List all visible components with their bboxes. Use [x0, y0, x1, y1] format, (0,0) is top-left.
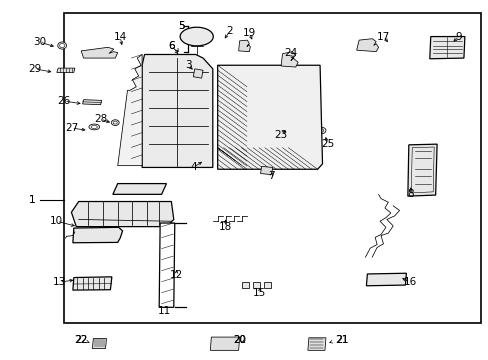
- Polygon shape: [210, 337, 239, 350]
- Polygon shape: [81, 47, 118, 58]
- Text: 22: 22: [75, 334, 87, 345]
- Text: 10: 10: [50, 216, 63, 226]
- Text: 1: 1: [29, 195, 36, 205]
- Ellipse shape: [80, 233, 85, 237]
- Ellipse shape: [106, 233, 111, 237]
- Polygon shape: [159, 223, 174, 307]
- Text: 15: 15: [252, 288, 265, 298]
- Ellipse shape: [371, 278, 375, 282]
- Polygon shape: [242, 282, 249, 288]
- Ellipse shape: [60, 43, 64, 48]
- Text: 5: 5: [178, 21, 184, 31]
- Polygon shape: [356, 39, 378, 51]
- Polygon shape: [238, 40, 250, 51]
- Text: 26: 26: [58, 96, 71, 106]
- Polygon shape: [73, 277, 112, 290]
- Text: 22: 22: [74, 334, 87, 345]
- Text: 21: 21: [335, 334, 347, 345]
- Text: 11: 11: [157, 306, 170, 316]
- Polygon shape: [57, 68, 75, 72]
- Text: 20: 20: [233, 334, 245, 345]
- Ellipse shape: [317, 127, 325, 134]
- Text: 16: 16: [403, 277, 416, 287]
- Text: 20: 20: [233, 334, 245, 345]
- Ellipse shape: [91, 125, 97, 129]
- Polygon shape: [429, 37, 464, 59]
- Polygon shape: [71, 202, 173, 226]
- Text: 24: 24: [284, 48, 297, 58]
- Ellipse shape: [221, 339, 224, 342]
- Polygon shape: [113, 184, 166, 194]
- Text: 27: 27: [64, 123, 78, 133]
- Ellipse shape: [221, 343, 224, 346]
- Text: 1: 1: [29, 195, 36, 205]
- Ellipse shape: [234, 339, 237, 342]
- Text: 29: 29: [28, 64, 41, 74]
- Text: 5: 5: [178, 21, 184, 31]
- Polygon shape: [82, 100, 102, 105]
- Text: 12: 12: [169, 270, 183, 280]
- Ellipse shape: [227, 339, 231, 342]
- Polygon shape: [260, 166, 272, 175]
- Text: 21: 21: [335, 334, 348, 345]
- Ellipse shape: [215, 347, 218, 349]
- Ellipse shape: [193, 73, 197, 76]
- Text: 3: 3: [185, 60, 191, 70]
- Ellipse shape: [58, 42, 66, 49]
- Polygon shape: [281, 51, 298, 67]
- Ellipse shape: [234, 347, 237, 349]
- Text: 4: 4: [190, 162, 196, 172]
- Bar: [64, 13, 480, 323]
- Text: 25: 25: [320, 139, 333, 149]
- Ellipse shape: [396, 278, 400, 282]
- Ellipse shape: [100, 53, 104, 56]
- Text: 30: 30: [33, 37, 46, 47]
- Text: 6: 6: [168, 41, 174, 50]
- Text: 7: 7: [267, 171, 274, 181]
- Ellipse shape: [89, 233, 94, 237]
- Ellipse shape: [234, 343, 237, 346]
- Text: 13: 13: [53, 277, 66, 287]
- Ellipse shape: [113, 121, 117, 124]
- Ellipse shape: [379, 278, 383, 282]
- Text: 2: 2: [226, 26, 233, 36]
- Text: 23: 23: [274, 130, 287, 140]
- Polygon shape: [407, 144, 436, 196]
- Ellipse shape: [227, 347, 231, 349]
- Text: 14: 14: [113, 32, 126, 41]
- Polygon shape: [252, 282, 260, 288]
- Text: 17: 17: [376, 32, 389, 41]
- Ellipse shape: [388, 278, 392, 282]
- Polygon shape: [73, 227, 122, 243]
- Polygon shape: [217, 65, 322, 169]
- Ellipse shape: [197, 71, 201, 74]
- Ellipse shape: [215, 339, 218, 342]
- Ellipse shape: [215, 343, 218, 346]
- Ellipse shape: [319, 129, 323, 132]
- Text: 18: 18: [218, 222, 231, 231]
- Ellipse shape: [227, 343, 231, 346]
- Ellipse shape: [88, 53, 93, 56]
- Text: 8: 8: [406, 189, 413, 199]
- Text: 9: 9: [455, 32, 462, 41]
- Ellipse shape: [221, 347, 224, 349]
- Polygon shape: [118, 54, 142, 166]
- Polygon shape: [92, 338, 106, 348]
- Polygon shape: [366, 273, 406, 286]
- Ellipse shape: [98, 233, 102, 237]
- Text: 6: 6: [168, 41, 174, 50]
- Text: 19: 19: [242, 28, 256, 38]
- Polygon shape: [142, 54, 212, 167]
- Ellipse shape: [180, 27, 213, 46]
- Polygon shape: [307, 338, 325, 350]
- Polygon shape: [263, 282, 270, 288]
- Ellipse shape: [89, 124, 100, 130]
- Polygon shape: [193, 69, 203, 78]
- Text: 28: 28: [94, 114, 107, 124]
- Ellipse shape: [111, 120, 119, 126]
